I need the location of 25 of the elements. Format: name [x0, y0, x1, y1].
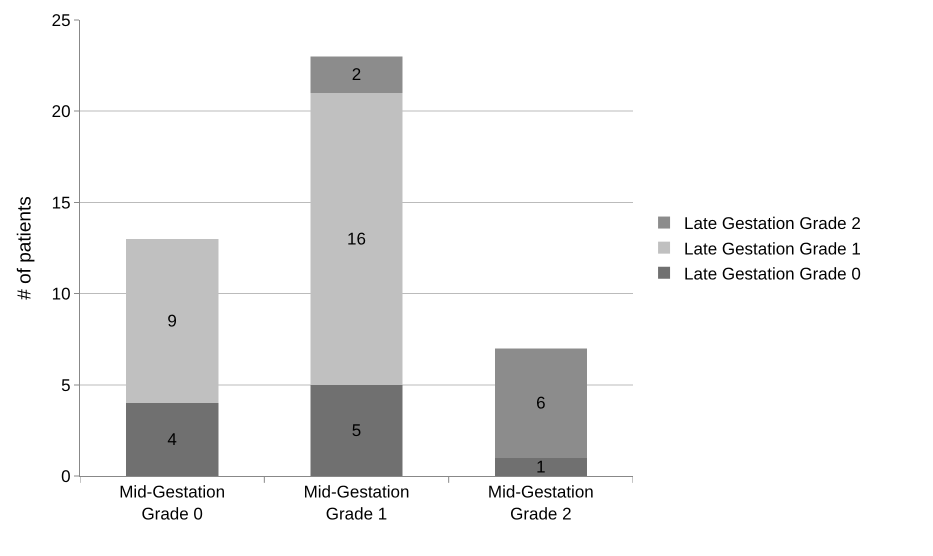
data-label: 2	[352, 65, 362, 84]
data-label: 1	[536, 457, 546, 476]
bar	[494, 458, 587, 476]
legend-label: Late Gestation Grade 1	[684, 239, 861, 258]
y-tick-label: 15	[52, 193, 71, 212]
x-tick-label: Mid-Gestation Grade 0	[119, 482, 226, 524]
bar	[126, 403, 218, 476]
data-label: 5	[352, 420, 362, 440]
bar	[310, 56, 403, 93]
y-tick-label: 10	[52, 284, 71, 304]
data-label: 4	[167, 430, 177, 450]
y-tick-label: 20	[52, 102, 71, 122]
y-tick-label: 25	[52, 10, 71, 30]
y-tick-label: 0	[61, 466, 71, 486]
legend-label: Late Gestation Grade 2	[684, 214, 861, 234]
data-label: 9	[167, 311, 177, 330]
data-label: 16	[347, 229, 366, 248]
bar	[494, 348, 587, 458]
x-tick-label: Mid-Gestation Grade 2	[488, 482, 594, 524]
y-axis-title: # of patients	[14, 196, 36, 300]
x-tick-label: Mid-Gestation Grade 1	[304, 482, 410, 524]
y-tick-label: 5	[61, 376, 71, 395]
legend-label: Late Gestation Grade 0	[684, 264, 861, 284]
bar	[310, 384, 403, 476]
data-label: 6	[536, 394, 546, 413]
